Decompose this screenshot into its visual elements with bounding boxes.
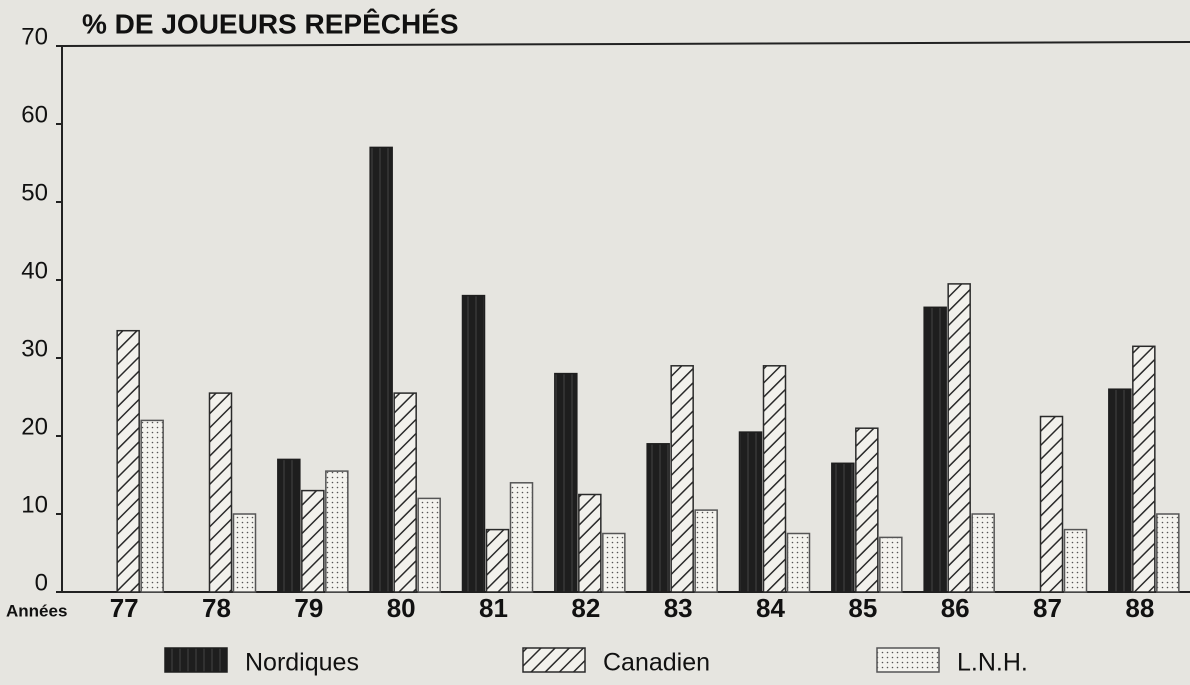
x-tick-label: 84	[756, 593, 785, 623]
bar	[879, 536, 903, 593]
legend-label: L.N.H.	[957, 649, 1028, 677]
bar	[1156, 513, 1180, 593]
bar	[140, 419, 164, 593]
y-tick-label: 70	[21, 23, 48, 50]
bar	[301, 489, 325, 593]
x-tick-label: 83	[664, 593, 693, 623]
x-tick-label: 85	[848, 593, 877, 623]
bar	[461, 294, 486, 593]
y-tick-label: 30	[21, 335, 48, 362]
bar	[831, 462, 855, 593]
bar	[208, 392, 233, 593]
bar	[855, 427, 879, 593]
bar	[971, 513, 995, 593]
bar	[738, 431, 763, 593]
x-tick-label: 87	[1033, 593, 1062, 623]
legend-swatch	[164, 647, 228, 673]
bar	[554, 372, 578, 593]
x-tick-label: 77	[110, 593, 139, 623]
y-tick-label: 50	[21, 179, 48, 206]
x-axis-label: Années	[6, 601, 67, 620]
bar	[417, 497, 441, 593]
bar	[116, 329, 140, 593]
bar	[393, 392, 417, 593]
bar	[232, 513, 257, 593]
bar	[1132, 345, 1156, 593]
legend-label: Canadien	[603, 649, 710, 677]
x-tick-label: 78	[202, 593, 231, 623]
bar	[694, 509, 718, 593]
x-tick-label: 80	[387, 593, 416, 623]
x-tick-label: 81	[479, 593, 508, 623]
legend-label: Nordiques	[245, 649, 359, 677]
bar	[786, 532, 811, 593]
bar	[602, 532, 626, 593]
bar	[578, 493, 602, 593]
x-tick-label: 86	[941, 593, 970, 623]
bar	[1039, 415, 1064, 593]
bar	[646, 443, 670, 593]
bar	[947, 283, 971, 593]
x-tick-label: 79	[294, 593, 323, 623]
y-tick-label: 60	[21, 101, 48, 128]
legend-swatch	[522, 647, 586, 673]
bar	[485, 528, 510, 593]
frame-top	[61, 41, 1190, 47]
legend-swatch	[876, 647, 940, 673]
bar	[923, 306, 947, 593]
y-tick-label: 0	[35, 569, 48, 596]
chart-title: % DE JOUEURS REPÊCHÉS	[82, 8, 459, 39]
x-tick-label: 88	[1125, 593, 1154, 623]
x-tick-label: 82	[571, 593, 600, 623]
bar	[509, 482, 534, 593]
y-tick-label: 40	[21, 257, 48, 284]
bar	[1108, 388, 1132, 593]
bar	[369, 146, 393, 593]
bar	[277, 458, 301, 593]
y-tick-label: 10	[21, 491, 48, 518]
bar	[762, 365, 787, 593]
y-tick-label: 20	[21, 413, 48, 440]
bar	[1063, 528, 1088, 593]
bar	[670, 365, 694, 593]
bar	[325, 470, 349, 593]
